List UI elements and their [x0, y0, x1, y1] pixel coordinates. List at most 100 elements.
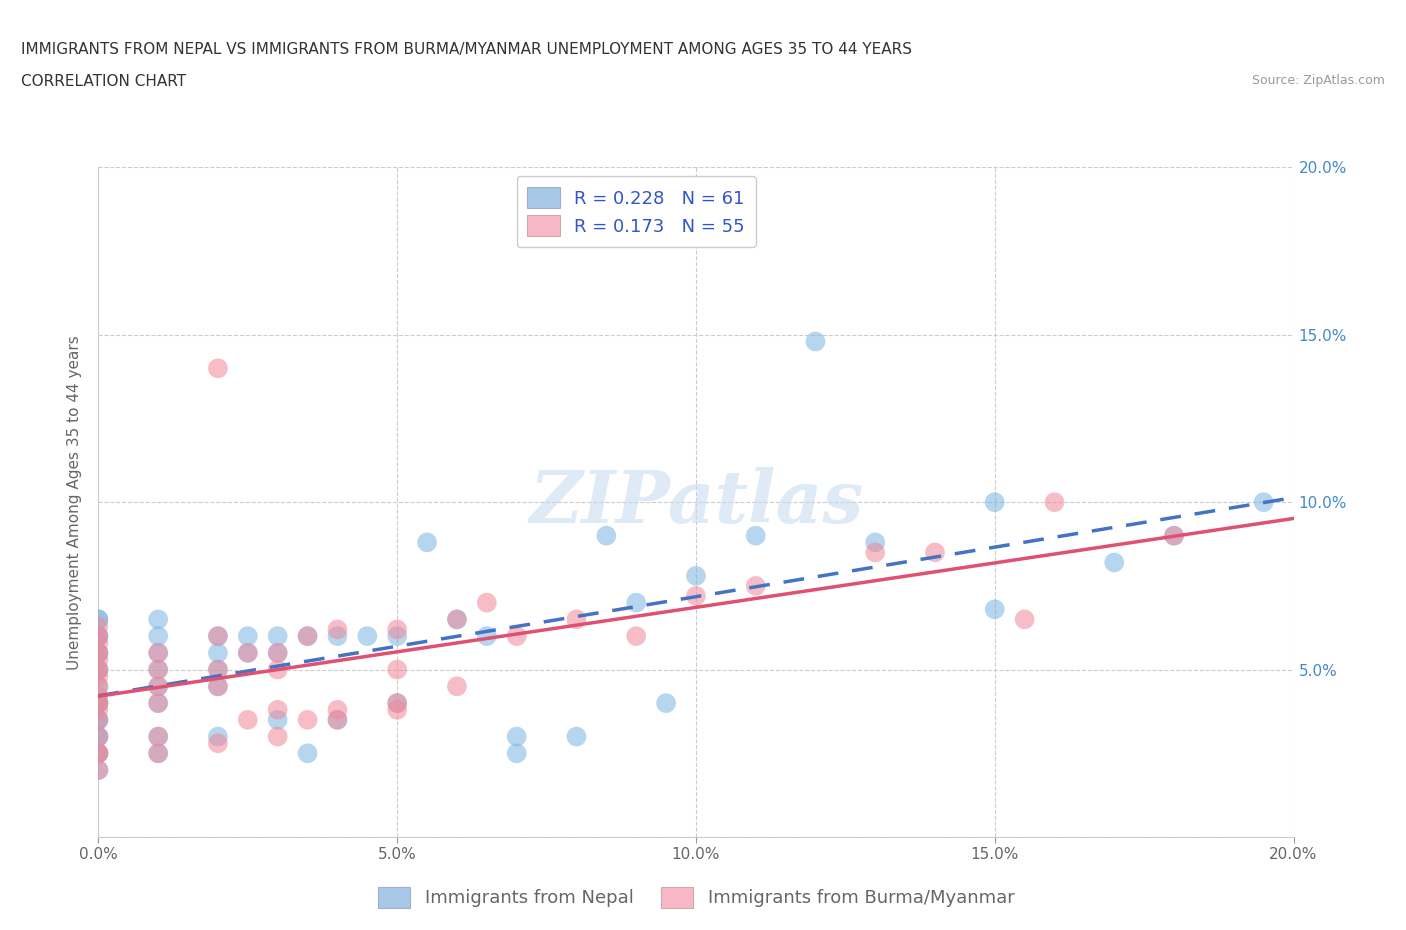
Point	[865, 545, 887, 560]
Point	[87, 662, 110, 677]
Point	[475, 629, 498, 644]
Point	[267, 662, 290, 677]
Point	[1163, 528, 1185, 543]
Text: Source: ZipAtlas.com: Source: ZipAtlas.com	[1251, 74, 1385, 87]
Point	[148, 729, 170, 744]
Point	[87, 652, 110, 667]
Point	[87, 679, 110, 694]
Point	[1104, 555, 1126, 570]
Point	[267, 729, 290, 744]
Point	[446, 679, 468, 694]
Point	[87, 679, 110, 694]
Point	[626, 629, 648, 644]
Point	[326, 702, 349, 717]
Point	[207, 662, 229, 677]
Point	[385, 662, 409, 677]
Point	[1014, 612, 1036, 627]
Point	[87, 763, 110, 777]
Point	[506, 746, 529, 761]
Point	[475, 595, 498, 610]
Point	[148, 629, 170, 644]
Point	[506, 729, 529, 744]
Point	[385, 629, 409, 644]
Point	[685, 568, 707, 583]
Point	[87, 612, 110, 627]
Point	[267, 645, 290, 660]
Point	[207, 629, 229, 644]
Point	[87, 729, 110, 744]
Legend: Immigrants from Nepal, Immigrants from Burma/Myanmar: Immigrants from Nepal, Immigrants from B…	[370, 880, 1022, 915]
Point	[87, 618, 110, 633]
Point	[297, 629, 319, 644]
Point	[207, 736, 229, 751]
Point	[385, 696, 409, 711]
Point	[148, 612, 170, 627]
Point	[297, 629, 319, 644]
Point	[148, 696, 170, 711]
Point	[1043, 495, 1066, 510]
Point	[595, 528, 617, 543]
Point	[87, 696, 110, 711]
Point	[267, 629, 290, 644]
Point	[148, 645, 170, 660]
Point	[326, 712, 349, 727]
Point	[416, 535, 439, 550]
Point	[626, 595, 648, 610]
Text: IMMIGRANTS FROM NEPAL VS IMMIGRANTS FROM BURMA/MYANMAR UNEMPLOYMENT AMONG AGES 3: IMMIGRANTS FROM NEPAL VS IMMIGRANTS FROM…	[21, 42, 912, 57]
Point	[148, 662, 170, 677]
Point	[745, 528, 768, 543]
Point	[87, 763, 110, 777]
Point	[267, 645, 290, 660]
Point	[236, 645, 259, 660]
Point	[87, 645, 110, 660]
Point	[326, 622, 349, 637]
Point	[148, 746, 170, 761]
Point	[385, 702, 409, 717]
Point	[446, 612, 468, 627]
Point	[87, 629, 110, 644]
Point	[148, 679, 170, 694]
Point	[87, 712, 110, 727]
Point	[87, 629, 110, 644]
Point	[87, 662, 110, 677]
Text: CORRELATION CHART: CORRELATION CHART	[21, 74, 186, 89]
Point	[148, 746, 170, 761]
Point	[685, 589, 707, 604]
Point	[87, 696, 110, 711]
Point	[1163, 528, 1185, 543]
Point	[87, 635, 110, 650]
Point	[565, 729, 588, 744]
Point	[236, 712, 259, 727]
Point	[267, 702, 290, 717]
Point	[297, 746, 319, 761]
Point	[326, 712, 349, 727]
Point	[984, 495, 1007, 510]
Point	[87, 696, 110, 711]
Point	[207, 645, 229, 660]
Point	[87, 712, 110, 727]
Point	[297, 712, 319, 727]
Point	[207, 729, 229, 744]
Point	[87, 746, 110, 761]
Point	[236, 629, 259, 644]
Point	[87, 746, 110, 761]
Point	[87, 612, 110, 627]
Point	[87, 746, 110, 761]
Point	[87, 729, 110, 744]
Point	[207, 679, 229, 694]
Point	[207, 361, 229, 376]
Point	[446, 612, 468, 627]
Point	[148, 729, 170, 744]
Point	[207, 662, 229, 677]
Point	[148, 662, 170, 677]
Point	[267, 712, 290, 727]
Point	[87, 702, 110, 717]
Point	[148, 696, 170, 711]
Point	[326, 629, 349, 644]
Point	[385, 696, 409, 711]
Point	[87, 712, 110, 727]
Point	[87, 746, 110, 761]
Point	[87, 645, 110, 660]
Point	[148, 679, 170, 694]
Y-axis label: Unemployment Among Ages 35 to 44 years: Unemployment Among Ages 35 to 44 years	[67, 335, 83, 670]
